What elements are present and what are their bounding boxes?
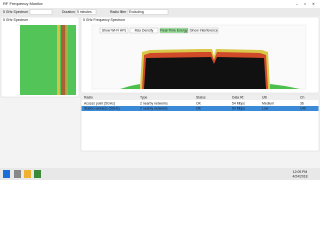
column-header: Data Rt <box>232 95 244 99</box>
column-header: Type <box>140 95 147 99</box>
filter-label: Radio filter <box>110 10 127 14</box>
taskbar-icon[interactable] <box>24 170 31 178</box>
spectrum-title: 5 GHz Frequency Spectrum <box>83 18 125 22</box>
close-button[interactable]: ✕ <box>312 2 315 6</box>
table-row[interactable] <box>81 101 319 106</box>
duration-value: 5 minutes <box>77 10 92 14</box>
table-cell: 149 <box>300 106 306 110</box>
toggle-label: Real-Time Energy <box>160 28 188 32</box>
duration-dropdown[interactable] <box>75 9 97 15</box>
taskbar <box>0 168 320 180</box>
maximize-button[interactable]: □ <box>304 2 306 6</box>
table-cell: Station wireless (5GHz) <box>84 106 120 110</box>
view-dropdown[interactable] <box>29 9 53 15</box>
column-header: Status <box>196 95 206 99</box>
toggle-label: Max Density <box>135 28 154 32</box>
toggle-button[interactable] <box>99 27 129 34</box>
spectrum-floor <box>120 84 300 89</box>
table-cell: Medium <box>262 101 274 105</box>
table-cell: OK <box>196 101 202 105</box>
toggle-button[interactable] <box>129 27 159 34</box>
waterfall-band <box>57 25 60 95</box>
table-row[interactable] <box>81 106 319 111</box>
view-label: 5 GHz Spectrum <box>3 10 28 14</box>
table-cell: 36 <box>300 101 304 105</box>
clock-time: 12:09 PM <box>293 170 308 174</box>
table-header <box>81 95 319 100</box>
filter-dropdown[interactable] <box>127 9 169 15</box>
filter-value: Excluding <box>129 10 144 14</box>
title-bar <box>0 0 320 8</box>
screen: RF Frequency Monitor – □ ✕ 5 GHz Spectru… <box>0 0 320 180</box>
start-button[interactable] <box>3 170 10 178</box>
toggle-button[interactable] <box>159 27 189 34</box>
table-cell: Access point (5GHz) <box>84 101 115 105</box>
waterfall-hot <box>61 25 65 95</box>
toggle-label: Show Interference <box>190 28 218 32</box>
window-title: RF Frequency Monitor <box>3 1 43 6</box>
table-cell: 2 nearby networks <box>140 106 168 110</box>
waterfall-band <box>66 25 68 95</box>
taskbar-icon[interactable] <box>34 170 41 178</box>
column-header: Ch <box>300 95 304 99</box>
table-cell: 2 nearby networks <box>140 101 168 105</box>
column-header: Radio <box>84 95 93 99</box>
toggle-button[interactable] <box>189 27 219 34</box>
taskbar-icon[interactable] <box>14 170 21 178</box>
table-cell: 54 Mbps <box>232 101 245 105</box>
waterfall-title: 5 GHz Spectrum <box>3 18 28 22</box>
spectrum-energy <box>144 57 266 89</box>
table-cell: 54 Mbps <box>232 106 245 110</box>
column-header: Util <box>262 95 267 99</box>
toggle-label: Show Wi-Fi APs <box>102 28 127 32</box>
page: RF Frequency Monitor – □ ✕ 5 GHz Spectru… <box>0 0 320 180</box>
clock-date: 4/24/2018 <box>292 174 307 178</box>
table-cell: Low <box>262 106 269 110</box>
table-cell: OK <box>196 106 202 110</box>
duration-label: Duration <box>62 10 75 14</box>
minimize-button[interactable]: – <box>296 2 298 6</box>
